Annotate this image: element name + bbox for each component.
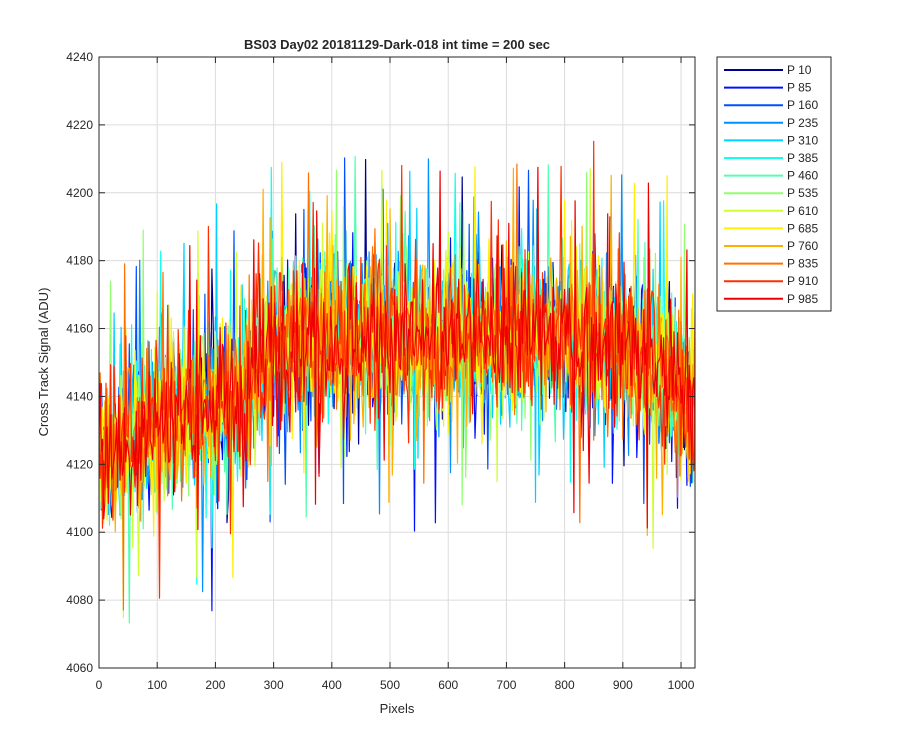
legend-entry-label: P 685 [787, 221, 818, 235]
legend-entry-label: P 10 [787, 63, 812, 77]
y-axis-ticks: 4060 4080 4100 4120 4140 4160 4180 4200 4220 4240 [66, 50, 695, 675]
x-tick-label: 400 [322, 678, 342, 692]
y-tick-label: 4160 [66, 322, 93, 336]
y-tick-label: 4220 [66, 118, 93, 132]
legend-entry-label: P 310 [787, 133, 818, 147]
legend-entry-label: P 610 [787, 204, 818, 218]
y-tick-label: 4080 [66, 593, 93, 607]
legend-box [716, 56, 832, 312]
y-tick-label: 4200 [66, 186, 93, 200]
x-axis-ticks: 0 100 200 300 400 500 600 700 800 900 1000 [96, 57, 695, 692]
series-layer [99, 140, 695, 624]
legend-entry-label: P 460 [787, 169, 818, 183]
legend-entry-label: P 985 [787, 292, 818, 306]
y-tick-label: 4140 [66, 389, 93, 403]
x-axis-label: Pixels [380, 701, 415, 716]
y-tick-label: 4240 [66, 50, 93, 64]
legend[interactable]: P 10 P 85 P 160 P 235 P 310 P 385 P 460 P 535 P … [716, 56, 832, 312]
x-tick-label: 200 [205, 678, 225, 692]
x-tick-label: 100 [147, 678, 167, 692]
x-tick-label: 800 [555, 678, 575, 692]
x-tick-label: 300 [264, 678, 284, 692]
y-tick-label: 4180 [66, 254, 93, 268]
legend-entry-label: P 910 [787, 274, 818, 288]
legend-entry-label: P 85 [787, 81, 812, 95]
y-tick-label: 4100 [66, 525, 93, 539]
legend-entry-label: P 235 [787, 116, 818, 130]
x-tick-label: 1000 [668, 678, 695, 692]
legend-entry-label: P 385 [787, 151, 818, 165]
x-tick-label: 900 [613, 678, 633, 692]
chart-title: BS03 Day02 20181129-Dark-018 int time = … [244, 37, 550, 52]
legend-entry-label: P 760 [787, 239, 818, 253]
x-tick-label: 600 [438, 678, 458, 692]
x-tick-label: 0 [96, 678, 103, 692]
legend-entry-label: P 535 [787, 186, 818, 200]
y-tick-label: 4060 [66, 661, 93, 675]
x-tick-label: 700 [496, 678, 516, 692]
series-line-13 [99, 166, 695, 531]
plot-area-frame [98, 56, 696, 669]
x-tick-label: 500 [380, 678, 400, 692]
legend-entry-label: P 835 [787, 257, 818, 271]
y-axis-label: Cross Track Signal (ADU) [36, 288, 51, 437]
y-tick-label: 4120 [66, 457, 93, 471]
legend-entry-label: P 160 [787, 98, 818, 112]
